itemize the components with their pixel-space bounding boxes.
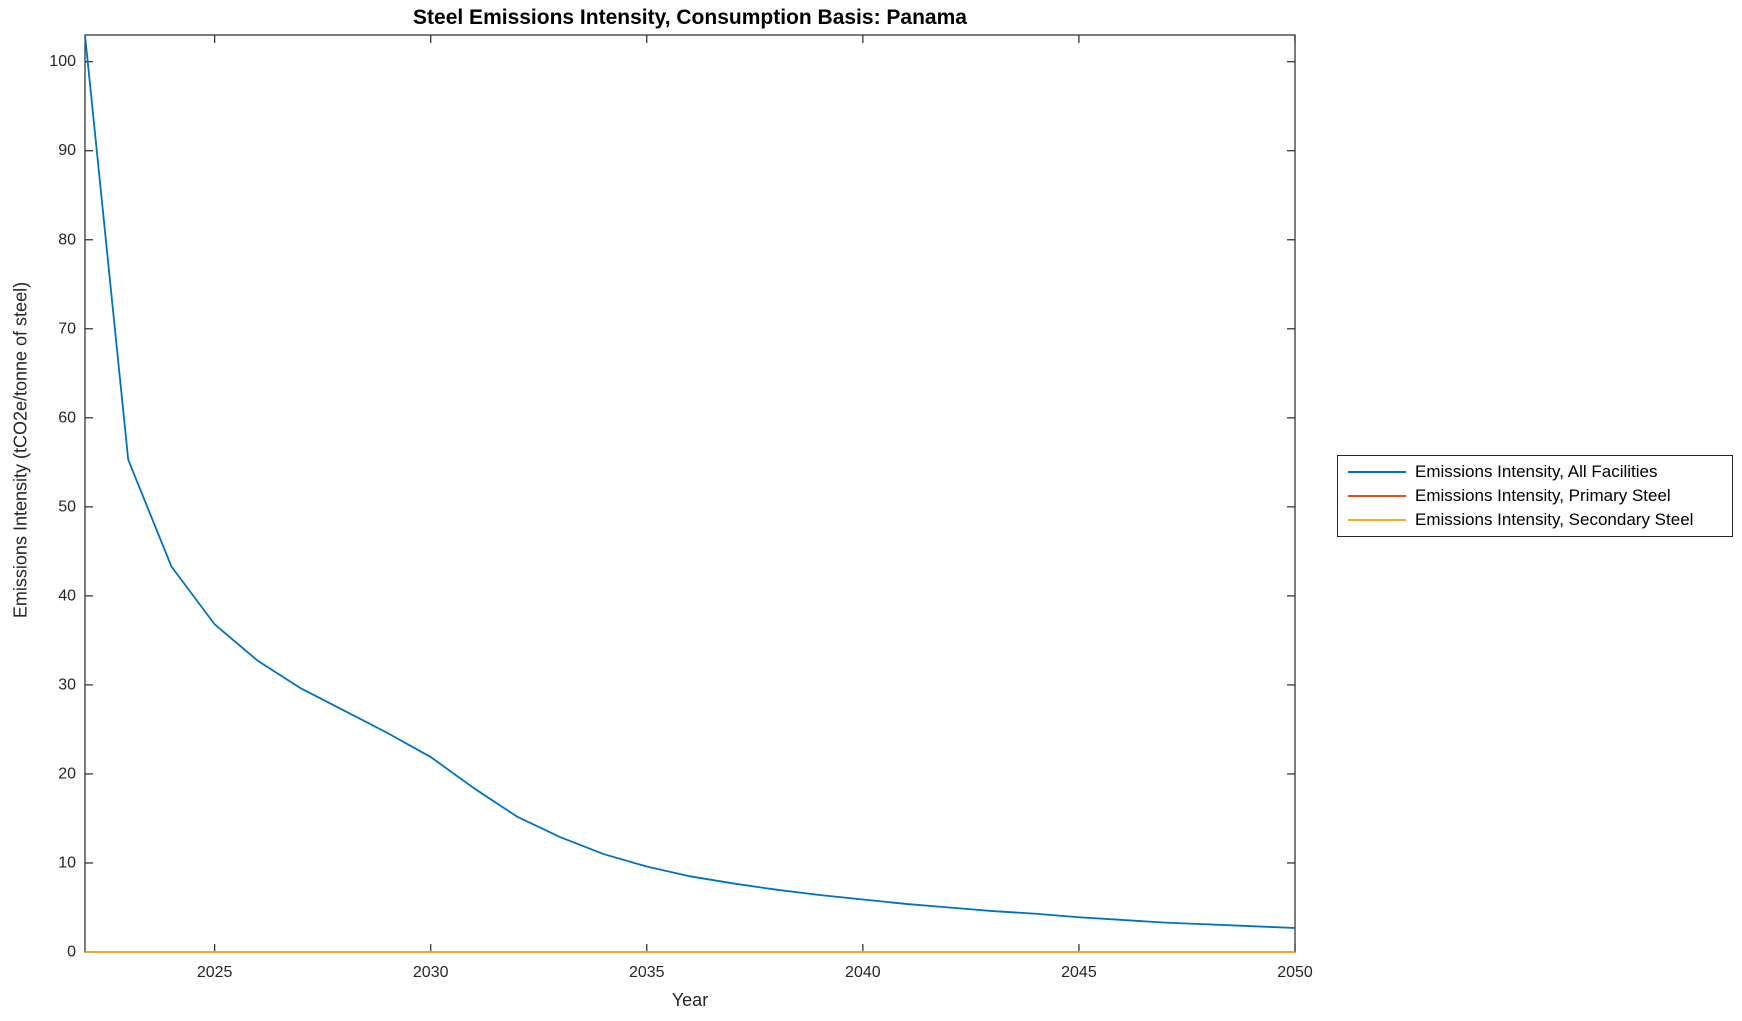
x-tick-label: 2035: [629, 964, 665, 981]
x-tick-label: 2030: [413, 964, 449, 981]
x-tick-label: 2025: [197, 964, 233, 981]
x-axis-label: Year: [671, 990, 709, 1010]
legend-label: Emissions Intensity, Secondary Steel: [1415, 510, 1694, 529]
legend-line-sample: [1348, 471, 1406, 473]
axes-box: [84, 34, 1296, 953]
chart-title: Steel Emissions Intensity, Consumption B…: [413, 6, 967, 29]
legend-item: Emissions Intensity, Secondary Steel: [1338, 508, 1732, 532]
y-tick-label: 60: [58, 409, 76, 426]
y-tick-label: 10: [58, 854, 76, 871]
series-line-emissions-intensity-all-facilities: [84, 34, 1296, 929]
y-tick-label: 20: [58, 765, 76, 782]
x-tick-label: 2050: [1277, 964, 1313, 981]
y-tick-label: 70: [58, 320, 76, 337]
y-tick-label: 0: [67, 944, 76, 961]
y-tick-label: 30: [58, 676, 76, 693]
y-tick-label: 90: [58, 142, 76, 159]
legend: Emissions Intensity, All Facilities Emiss…: [1337, 455, 1733, 537]
legend-label: Emissions Intensity, Primary Steel: [1415, 486, 1671, 505]
x-tick-label: 2040: [845, 964, 881, 981]
y-tick-label: 50: [58, 498, 76, 515]
x-tick-label: 2045: [1061, 964, 1097, 981]
y-tick-label: 40: [58, 587, 76, 604]
legend-label: Emissions Intensity, All Facilities: [1415, 462, 1658, 481]
y-tick-label: 100: [49, 53, 76, 70]
legend-line-sample: [1348, 495, 1406, 497]
y-tick-label: 80: [58, 231, 76, 248]
legend-line-sample: [1348, 519, 1406, 521]
legend-item: Emissions Intensity, Primary Steel: [1338, 484, 1732, 508]
legend-item: Emissions Intensity, All Facilities: [1338, 460, 1732, 484]
